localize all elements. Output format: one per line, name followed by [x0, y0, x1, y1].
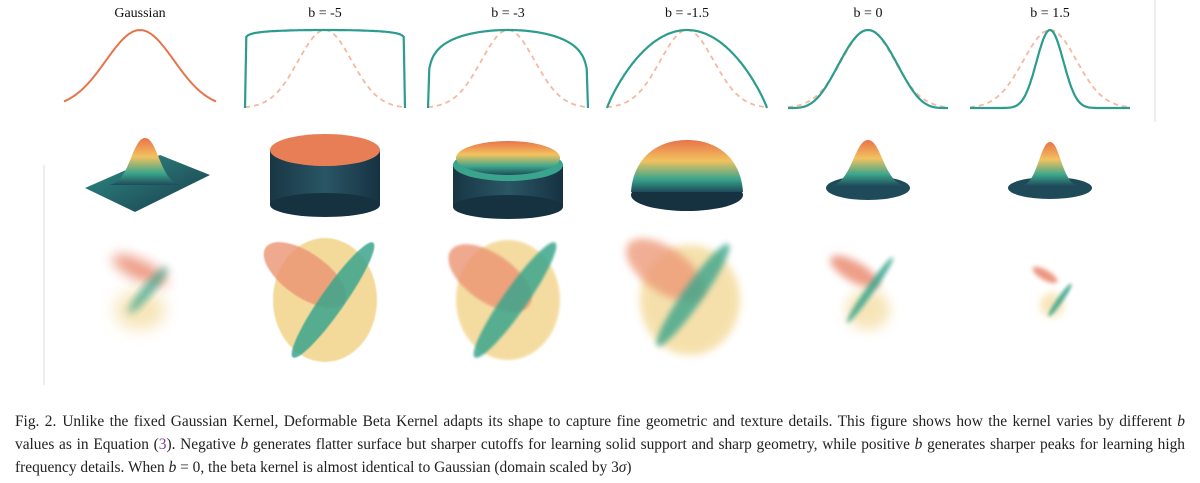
caption-math: b	[240, 436, 249, 453]
reference-curve	[787, 29, 949, 108]
caption-label: Fig. 2.	[15, 413, 57, 430]
splat	[656, 243, 730, 347]
column-title: b = -1.5	[665, 6, 709, 21]
beta-curve	[243, 28, 407, 109]
splat	[626, 238, 704, 302]
beta-curve	[605, 28, 769, 109]
caption-text: generates sharper peaks for learning hig…	[15, 436, 1185, 476]
caption-text: = 0, the beta kernel is almost identical…	[176, 459, 619, 476]
beta-curve	[970, 28, 1130, 110]
caption-text: values as in Equation (	[15, 436, 159, 453]
splat	[846, 290, 890, 330]
splat	[830, 255, 880, 289]
column-title: Gaussian	[114, 6, 165, 21]
gaussian-curve	[63, 28, 217, 103]
splat	[291, 242, 375, 358]
dome	[631, 140, 743, 192]
splat	[115, 290, 165, 330]
beta-curve	[426, 28, 590, 109]
reference-curve	[427, 29, 589, 108]
reference-curve	[969, 29, 1131, 108]
caption: Fig. 2. Unlike the fixed Gaussian Kernel,…	[15, 410, 1185, 479]
reference-curve	[244, 29, 406, 108]
surface	[107, 138, 183, 185]
splat	[1032, 266, 1058, 284]
splat	[846, 257, 894, 323]
column-title: b = 1.5	[1030, 6, 1069, 21]
splat	[473, 242, 557, 358]
caption-math: b	[168, 459, 177, 476]
equation-ref[interactable]: 3	[158, 436, 167, 453]
splat	[128, 266, 168, 314]
reference-curve	[606, 29, 768, 108]
column-title: b = -5	[308, 6, 342, 21]
cylinder-base	[453, 195, 563, 219]
caption-text: ). Negative	[166, 436, 241, 453]
cylinder-top	[456, 141, 560, 175]
caption-math: b	[1177, 413, 1185, 430]
beta-curve	[788, 28, 948, 110]
caption-text: Unlike the fixed Gaussian Kernel, Deform…	[62, 413, 1178, 430]
caption-text: )	[626, 459, 632, 476]
surface	[1020, 142, 1080, 186]
caption-math: σ	[618, 459, 627, 476]
column-title: b = 0	[854, 6, 883, 21]
cylinder-top	[270, 134, 380, 166]
caption-text: generates flatter surface but sharper cu…	[248, 436, 915, 453]
surface	[828, 140, 908, 186]
cylinder-base	[270, 193, 380, 217]
column-title: b = -3	[491, 6, 525, 21]
splat	[1048, 283, 1072, 317]
figure: Gaussian b = -5 b = -3 b = -1.5 b = 0 b = 1.5	[43, 0, 1156, 385]
caption-math: b	[914, 436, 923, 453]
